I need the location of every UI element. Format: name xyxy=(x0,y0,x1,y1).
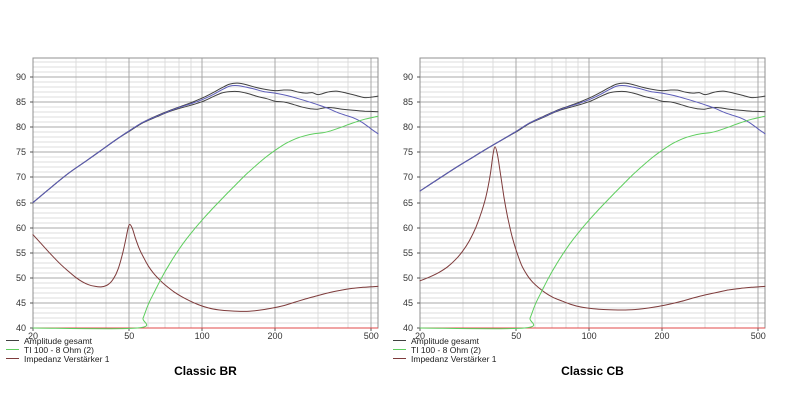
chart-title: Classic BR xyxy=(174,364,237,378)
legend-swatch-line xyxy=(6,358,19,360)
y-tick-label: 50 xyxy=(15,272,26,283)
legend-item-label: Impedanz Verstärker 1 xyxy=(24,354,110,364)
legend-item-label: TI 100 - 8 Ohm (2) xyxy=(24,345,94,355)
y-tick-label: 75 xyxy=(15,147,26,158)
series-amplitude-blue xyxy=(419,84,766,192)
y-tick-label: 55 xyxy=(15,247,26,258)
series-impedance xyxy=(32,223,379,312)
y-tick-label: 80 xyxy=(402,122,413,133)
plot-area xyxy=(417,57,766,331)
x-tick-label: 20 xyxy=(414,331,425,341)
legend-item-label: TI 100 - 8 Ohm (2) xyxy=(411,345,481,355)
legend-swatch-line xyxy=(6,340,19,342)
y-tick-label: 65 xyxy=(15,197,26,208)
legend: Amplitude gesamt TI 100 - 8 Ohm (2) Impeda… xyxy=(393,337,497,364)
legend-item-label: Amplitude gesamt xyxy=(24,336,93,346)
series-ti100-driver xyxy=(32,115,379,330)
x-tick-label: 200 xyxy=(654,331,670,341)
legend-swatch-line xyxy=(393,358,406,360)
legend-item: TI 100 - 8 Ohm (2) xyxy=(6,346,110,355)
legend-item-label: Amplitude gesamt xyxy=(411,336,480,346)
y-tick-label: 60 xyxy=(402,222,413,233)
y-tick-label: 60 xyxy=(15,222,26,233)
legend-swatch-line xyxy=(393,349,406,351)
chart-classic-br: Classic BR Amplitude gesamt TI 100 - 8 Oh… xyxy=(6,57,379,378)
legend-item: Impedanz Verstärker 1 xyxy=(393,355,497,364)
y-tick-label: 85 xyxy=(402,97,413,108)
legend-item: Amplitude gesamt xyxy=(393,337,497,346)
legend: Amplitude gesamt TI 100 - 8 Ohm (2) Impeda… xyxy=(6,337,110,364)
legend-item: Impedanz Verstärker 1 xyxy=(6,355,110,364)
x-tick-label: 50 xyxy=(124,331,135,341)
series-amplitude-lower xyxy=(419,90,766,192)
y-tick-label: 90 xyxy=(402,72,413,83)
y-tick-label: 65 xyxy=(402,197,413,208)
y-tick-label: 70 xyxy=(15,172,26,183)
y-tick-label: 45 xyxy=(15,297,26,308)
legend-item: TI 100 - 8 Ohm (2) xyxy=(393,346,497,355)
x-tick-label: 100 xyxy=(581,331,597,341)
y-tick-label: 40 xyxy=(402,323,413,333)
y-tick-label: 40 xyxy=(15,323,26,333)
series-amplitude-upper xyxy=(32,82,379,204)
y-tick-label: 55 xyxy=(402,247,413,258)
y-tick-label: 75 xyxy=(402,147,413,158)
y-tick-label: 80 xyxy=(15,122,26,133)
y-tick-label: 90 xyxy=(15,72,26,83)
legend-item-label: Impedanz Verstärker 1 xyxy=(411,354,497,364)
y-tick-label: 50 xyxy=(402,272,413,283)
series-amplitude-blue xyxy=(32,84,379,204)
y-tick-label: 70 xyxy=(402,172,413,183)
y-tick-label: 45 xyxy=(402,297,413,308)
x-tick-label: 20 xyxy=(27,331,38,341)
x-tick-label: 500 xyxy=(363,331,379,341)
x-tick-label: 100 xyxy=(194,331,210,341)
x-tick-label: 200 xyxy=(267,331,283,341)
plot-area xyxy=(30,57,379,331)
x-tick-label: 500 xyxy=(750,331,766,341)
series-ti100-driver xyxy=(419,115,766,330)
series-impedance xyxy=(419,146,766,311)
y-tick-label: 85 xyxy=(15,97,26,108)
x-tick-label: 50 xyxy=(511,331,522,341)
legend-swatch-line xyxy=(393,340,406,342)
legend-swatch-line xyxy=(6,349,19,351)
chart-title: Classic CB xyxy=(561,364,624,378)
chart-classic-cb: Classic CB Amplitude gesamt TI 100 - 8 Oh… xyxy=(387,0,787,417)
legend-item: Amplitude gesamt xyxy=(6,337,110,346)
